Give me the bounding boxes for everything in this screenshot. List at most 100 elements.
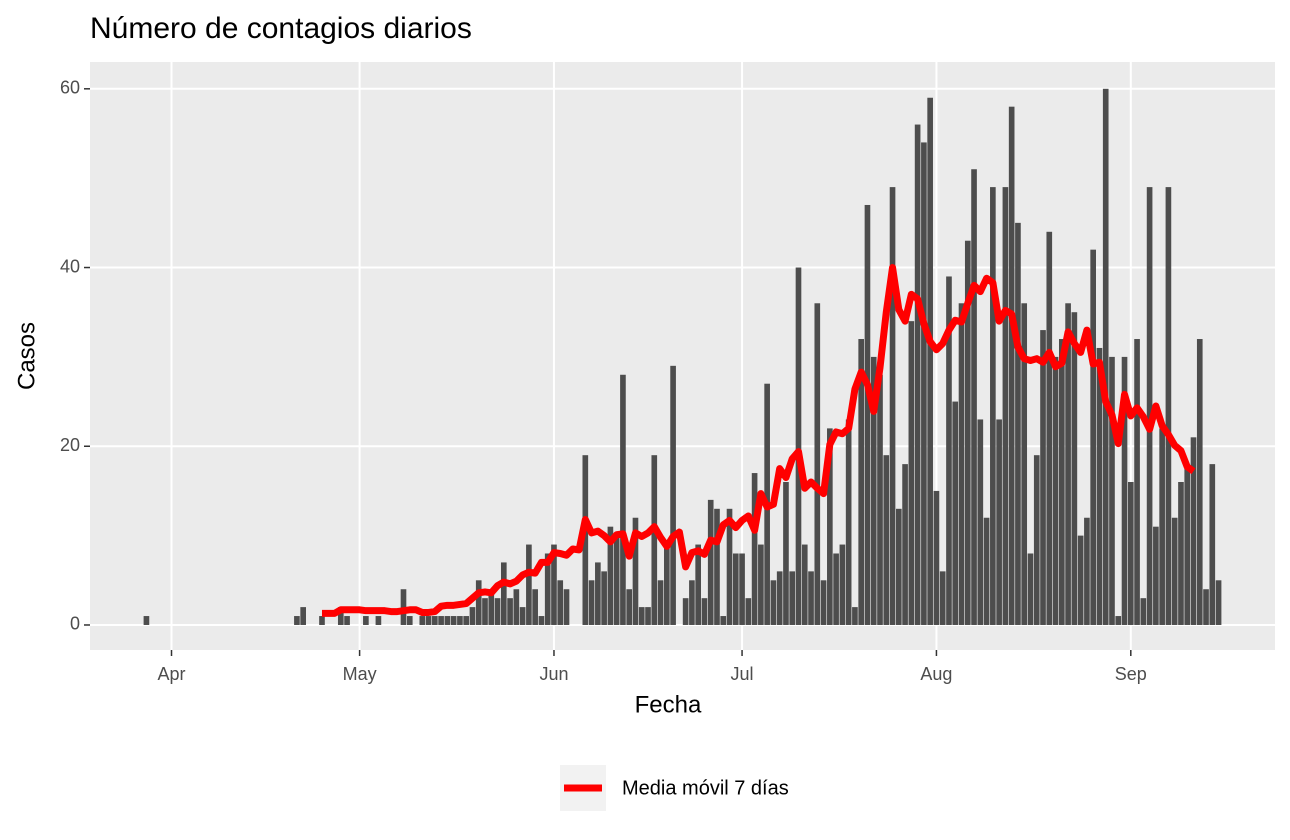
bar: [964, 240, 971, 625]
bar: [933, 490, 940, 625]
bar: [1190, 437, 1197, 625]
bar: [1033, 455, 1040, 625]
bar: [852, 607, 858, 625]
bar: [1184, 464, 1191, 625]
x-tick-label: May: [343, 664, 377, 684]
bar: [632, 517, 639, 625]
bar: [645, 607, 651, 625]
bar: [344, 616, 350, 625]
bar: [1159, 428, 1165, 625]
bar: [664, 544, 670, 625]
bar: [638, 607, 645, 625]
bar: [695, 544, 701, 625]
bar: [513, 589, 520, 625]
bar: [1096, 347, 1103, 625]
bar: [1065, 303, 1071, 625]
bar: [457, 616, 463, 625]
bar: [143, 616, 150, 625]
x-axis-title: Fecha: [635, 691, 702, 718]
bar: [758, 544, 764, 625]
bar: [783, 482, 789, 625]
bar: [1015, 222, 1021, 625]
bar: [1115, 616, 1122, 625]
bar: [319, 616, 325, 625]
bar: [1040, 330, 1046, 625]
bar: [1002, 187, 1009, 625]
bar: [739, 553, 745, 625]
bar: [551, 544, 557, 625]
x-tick-label: Aug: [920, 664, 952, 684]
legend-label: Media móvil 7 días: [622, 777, 789, 799]
bar: [732, 553, 739, 625]
bar: [707, 499, 714, 625]
bar: [908, 321, 915, 625]
bar: [902, 464, 908, 625]
bar: [626, 589, 633, 625]
bar: [582, 455, 589, 625]
bar: [977, 419, 984, 625]
bar: [971, 169, 977, 625]
bar: [714, 508, 720, 625]
bar: [1153, 526, 1159, 625]
bar: [801, 544, 808, 625]
bar: [820, 580, 827, 625]
bar: [689, 580, 695, 625]
marks: [143, 88, 1222, 625]
bar: [921, 142, 927, 625]
bar: [895, 508, 902, 625]
bar: [927, 97, 933, 625]
bar: [432, 616, 438, 625]
bar: [682, 598, 689, 625]
bar: [1146, 187, 1153, 625]
bar: [864, 204, 871, 625]
bar: [620, 374, 626, 625]
bar: [1203, 589, 1209, 625]
bar: [488, 589, 495, 625]
bar: [1178, 482, 1184, 625]
bar: [983, 517, 990, 625]
bar: [1021, 303, 1028, 625]
moving-average-line: [321, 264, 1196, 617]
bar: [406, 616, 413, 625]
bar: [463, 616, 470, 625]
y-tick-label: 40: [60, 256, 80, 276]
chart-title: Número de contagios diarios: [90, 12, 472, 45]
y-tick-label: 20: [60, 435, 80, 455]
bar: [720, 616, 727, 625]
bar: [544, 553, 551, 625]
bar: [1090, 249, 1096, 625]
bar: [889, 187, 896, 625]
bar: [469, 607, 476, 625]
bar: [1027, 553, 1034, 625]
bar: [795, 267, 802, 625]
bar: [877, 374, 883, 625]
bar: [300, 607, 306, 625]
bar: [776, 571, 783, 625]
bar: [770, 580, 777, 625]
bar: [808, 571, 814, 625]
bar: [814, 303, 821, 625]
bar: [557, 580, 564, 625]
bar: [588, 580, 595, 625]
bar: [526, 544, 532, 625]
bar: [996, 419, 1002, 625]
bar: [419, 616, 426, 625]
bar: [651, 455, 658, 625]
bar: [914, 124, 921, 625]
bar: [858, 339, 865, 625]
bar: [595, 562, 601, 625]
x-tick-label: Jul: [731, 664, 754, 684]
bar: [1102, 88, 1109, 625]
x-tick-label: Apr: [158, 664, 186, 684]
bar: [745, 598, 752, 625]
bar: [1215, 580, 1222, 625]
bar: [670, 365, 676, 625]
y-tick-label: 60: [60, 78, 80, 98]
bar: [482, 598, 488, 625]
bar: [1171, 517, 1178, 625]
bar: [845, 419, 852, 625]
bar: [444, 616, 451, 625]
bar: [519, 607, 526, 625]
bar: [833, 553, 839, 625]
